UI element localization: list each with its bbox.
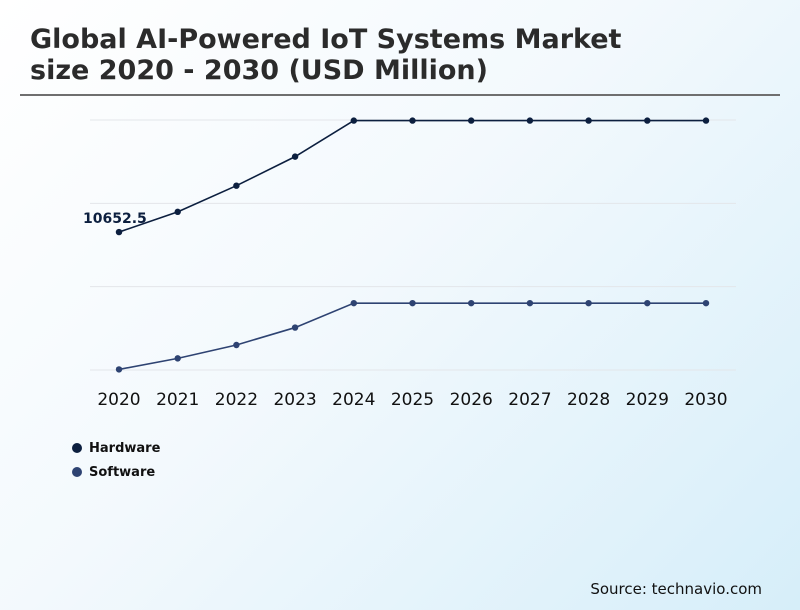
x-tick-label-2026: 2026 [450, 390, 493, 410]
data-point-software-2026 [468, 299, 475, 307]
legend-item-software: Software [72, 460, 160, 484]
x-tick-label-2028: 2028 [567, 390, 610, 410]
data-point-software-2029 [644, 299, 651, 307]
chart-title-line-2: size 2020 - 2030 (USD Million) [30, 55, 488, 86]
data-point-hardware-2029 [644, 117, 651, 124]
data-point-software-2025 [409, 299, 416, 307]
chart-legend: Hardware Software [72, 436, 160, 484]
data-point-hardware-2025 [409, 117, 416, 124]
data-point-software-2028 [585, 299, 592, 307]
data-point-software-2021 [174, 355, 181, 362]
source-credit: Source: technavio.com [590, 580, 762, 598]
x-tick-label-2030: 2030 [684, 390, 727, 410]
data-point-software-2027 [526, 299, 534, 307]
data-label-hardware-2020: 10652.5 [83, 211, 147, 227]
x-tick-label-2023: 2023 [273, 390, 316, 410]
data-point-software-2023 [291, 324, 299, 331]
series-line-software [118, 302, 706, 371]
chart-title: Global AI-Powered IoT Systems Market siz… [30, 24, 770, 86]
data-point-hardware-2021 [174, 208, 181, 216]
data-point-software-2030 [702, 299, 710, 307]
legend-marker-software [72, 467, 82, 477]
legend-item-hardware: Hardware [72, 436, 160, 460]
data-point-hardware-2020 [115, 228, 123, 236]
data-point-hardware-2024 [350, 117, 357, 124]
x-tick-label-2022: 2022 [215, 390, 258, 410]
data-point-software-2024 [350, 299, 357, 307]
data-point-hardware-2022 [233, 182, 240, 189]
x-tick-label-2020: 2020 [97, 390, 140, 410]
data-point-hardware-2027 [526, 117, 534, 124]
x-tick-label-2029: 2029 [626, 390, 669, 410]
data-point-hardware-2028 [585, 117, 592, 124]
x-tick-label-2025: 2025 [391, 390, 434, 410]
data-point-hardware-2023 [291, 153, 299, 160]
data-point-hardware-2030 [702, 117, 710, 124]
legend-label-hardware: Hardware [89, 440, 161, 456]
title-divider [20, 94, 780, 96]
x-tick-label-2024: 2024 [332, 390, 375, 410]
data-point-software-2022 [233, 341, 240, 349]
data-point-hardware-2026 [468, 117, 475, 124]
legend-marker-hardware [72, 443, 82, 453]
chart-title-line-1: Global AI-Powered IoT Systems Market [30, 24, 622, 55]
series-line-hardware [118, 119, 706, 233]
data-point-software-2020 [115, 366, 123, 373]
x-tick-label-2027: 2027 [508, 390, 551, 410]
legend-label-software: Software [89, 464, 156, 480]
x-tick-label-2021: 2021 [156, 390, 199, 410]
